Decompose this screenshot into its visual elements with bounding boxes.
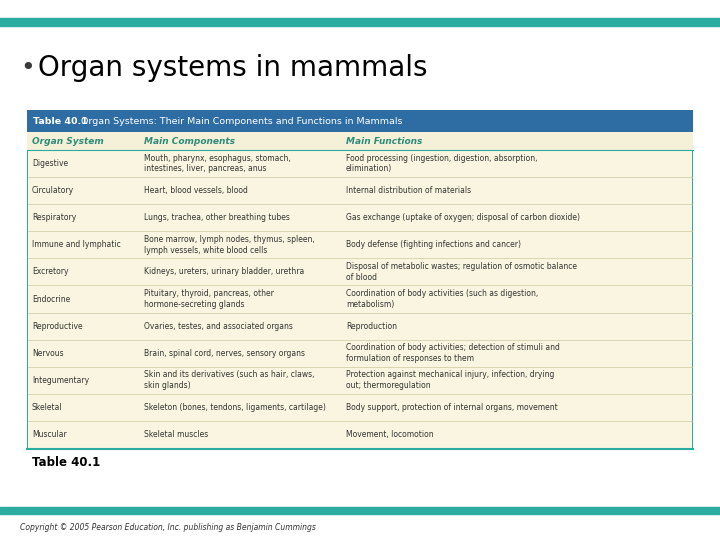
Text: Nervous: Nervous (32, 349, 63, 357)
Text: Kidneys, ureters, urinary bladder, urethra: Kidneys, ureters, urinary bladder, ureth… (144, 267, 305, 276)
Bar (28, 150, 692, 448)
Text: Endocrine: Endocrine (32, 294, 71, 303)
Text: Main Functions: Main Functions (346, 137, 423, 145)
Text: Organ Systems: Their Main Components and Functions in Mammals: Organ Systems: Their Main Components and… (75, 117, 402, 125)
Text: Organ systems in mammals: Organ systems in mammals (38, 54, 428, 82)
Text: Mouth, pharynx, esophagus, stomach,
intestines, liver, pancreas, anus: Mouth, pharynx, esophagus, stomach, inte… (144, 154, 291, 173)
Text: Bone marrow, lymph nodes, thymus, spleen,
lymph vessels, white blood cells: Bone marrow, lymph nodes, thymus, spleen… (144, 235, 315, 255)
Text: Internal distribution of materials: Internal distribution of materials (346, 186, 471, 195)
Text: Digestive: Digestive (32, 159, 68, 168)
Text: Coordination of body activities; detection of stimuli and
formulation of respons: Coordination of body activities; detecti… (346, 343, 560, 363)
Text: Skeleton (bones, tendons, ligaments, cartilage): Skeleton (bones, tendons, ligaments, car… (144, 403, 326, 412)
Text: Immune and lymphatic: Immune and lymphatic (32, 240, 121, 249)
Text: Protection against mechanical injury, infection, drying
out; thermoregulation: Protection against mechanical injury, in… (346, 370, 554, 390)
Text: Skin and its derivatives (such as hair, claws,
skin glands): Skin and its derivatives (such as hair, … (144, 370, 315, 390)
Text: Skeletal muscles: Skeletal muscles (144, 430, 208, 439)
Text: Skeletal: Skeletal (32, 403, 63, 412)
Bar (27, 110, 693, 450)
Text: Respiratory: Respiratory (32, 213, 76, 222)
Text: Integumentary: Integumentary (32, 376, 89, 385)
Text: Muscular: Muscular (32, 430, 67, 439)
Text: Organ System: Organ System (32, 137, 104, 145)
Text: Gas exchange (uptake of oxygen; disposal of carbon dioxide): Gas exchange (uptake of oxygen; disposal… (346, 213, 580, 222)
Text: Disposal of metabolic wastes; regulation of osmotic balance
of blood: Disposal of metabolic wastes; regulation… (346, 262, 577, 282)
Text: Brain, spinal cord, nerves, sensory organs: Brain, spinal cord, nerves, sensory orga… (144, 349, 305, 357)
Text: Lungs, trachea, other breathing tubes: Lungs, trachea, other breathing tubes (144, 213, 290, 222)
Text: Reproduction: Reproduction (346, 322, 397, 330)
Text: •: • (20, 56, 35, 80)
Text: Pituitary, thyroid, pancreas, other
hormone-secreting glands: Pituitary, thyroid, pancreas, other horm… (144, 289, 274, 309)
Text: Main Components: Main Components (144, 137, 235, 145)
Text: Table 40.1: Table 40.1 (33, 117, 88, 125)
Bar (27, 110, 693, 132)
Text: Food processing (ingestion, digestion, absorption,
elimination): Food processing (ingestion, digestion, a… (346, 154, 538, 173)
Text: Circulatory: Circulatory (32, 186, 74, 195)
Text: Movement, locomotion: Movement, locomotion (346, 430, 433, 439)
Text: Body defense (fighting infections and cancer): Body defense (fighting infections and ca… (346, 240, 521, 249)
Text: Ovaries, testes, and associated organs: Ovaries, testes, and associated organs (144, 322, 293, 330)
Text: Table 40.1: Table 40.1 (32, 456, 100, 469)
Text: Coordination of body activities (such as digestion,
metabolism): Coordination of body activities (such as… (346, 289, 539, 309)
Text: Reproductive: Reproductive (32, 322, 83, 330)
Text: Body support, protection of internal organs, movement: Body support, protection of internal org… (346, 403, 558, 412)
Text: Heart, blood vessels, blood: Heart, blood vessels, blood (144, 186, 248, 195)
Text: Copyright © 2005 Pearson Education, Inc. publishing as Benjamin Cummings: Copyright © 2005 Pearson Education, Inc.… (20, 523, 316, 532)
Text: Excretory: Excretory (32, 267, 68, 276)
Bar (27, 132, 693, 150)
